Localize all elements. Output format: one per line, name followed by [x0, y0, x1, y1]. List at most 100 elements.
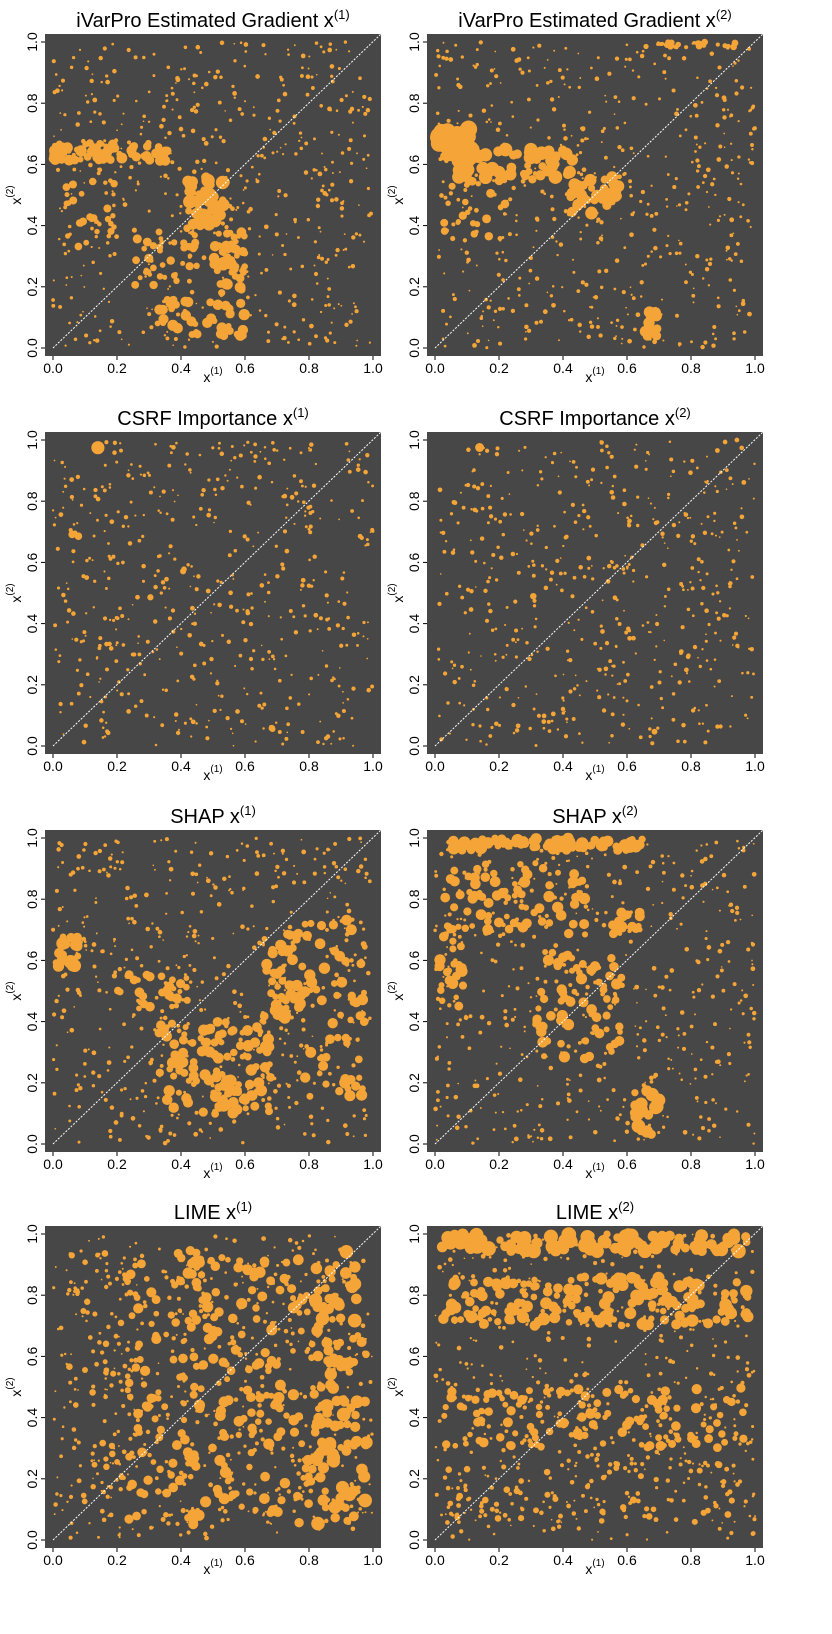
data-point [317, 171, 323, 177]
data-point [588, 184, 596, 192]
data-point [514, 641, 517, 644]
data-point [190, 1347, 195, 1353]
data-point [125, 885, 130, 891]
data-point [214, 128, 218, 132]
data-point [514, 628, 519, 633]
data-point [309, 1389, 319, 1399]
data-point [593, 641, 598, 646]
data-point [530, 908, 538, 917]
data-point [578, 565, 583, 570]
data-point [342, 601, 347, 606]
x-tick-label: 0.4 [553, 360, 573, 376]
data-point [564, 46, 568, 50]
data-point [518, 67, 522, 71]
data-point [494, 74, 499, 79]
data-point [533, 625, 537, 629]
data-point [68, 1104, 71, 1108]
data-point [114, 1276, 119, 1281]
data-point [702, 900, 705, 903]
data-point [243, 638, 248, 643]
data-point [568, 983, 573, 987]
data-point [668, 988, 672, 992]
data-point [582, 1013, 585, 1017]
y-tick-label: 0.4 [24, 1012, 40, 1032]
data-point [79, 1249, 83, 1253]
data-point [596, 241, 600, 245]
data-point [662, 70, 667, 75]
data-point [298, 1440, 306, 1448]
data-point [159, 123, 164, 129]
data-point [610, 712, 615, 717]
data-point [516, 570, 521, 575]
data-point [573, 1049, 578, 1053]
data-point [444, 591, 449, 596]
data-point [529, 531, 534, 536]
data-point [241, 1275, 244, 1278]
data-point [129, 165, 134, 170]
data-point [198, 506, 203, 511]
data-point [197, 1035, 205, 1042]
data-point [515, 233, 518, 237]
data-point [751, 963, 754, 966]
data-point [233, 1282, 238, 1287]
data-point [143, 1094, 148, 1099]
data-point [235, 330, 246, 341]
data-point [313, 612, 319, 618]
data-point [578, 876, 587, 885]
data-point [159, 239, 165, 245]
data-point [312, 1350, 324, 1362]
data-point [68, 1494, 74, 1499]
data-point [103, 843, 108, 847]
data-point [100, 949, 105, 954]
data-point [456, 917, 459, 921]
data-point [181, 1093, 192, 1104]
data-point [256, 1287, 259, 1290]
data-point [458, 211, 467, 220]
data-point [190, 719, 196, 725]
data-point [712, 177, 716, 181]
data-point [753, 1132, 756, 1135]
data-point [626, 673, 628, 676]
data-point [280, 637, 284, 641]
data-point [239, 1053, 246, 1060]
data-point [347, 50, 351, 53]
data-point [230, 445, 234, 448]
data-point [163, 334, 167, 337]
data-point [518, 903, 526, 910]
data-point [333, 341, 337, 345]
data-point [481, 108, 487, 113]
data-point [724, 468, 729, 473]
data-point [450, 550, 456, 555]
data-point [641, 49, 645, 53]
data-point [325, 910, 329, 914]
data-point [84, 65, 89, 71]
data-point [212, 299, 224, 311]
data-point [60, 973, 66, 979]
data-point [177, 989, 183, 994]
data-point [557, 863, 561, 867]
x-axis-label-superscript: (1) [592, 764, 604, 775]
data-point [245, 692, 249, 696]
data-point [269, 841, 273, 846]
y-axis-label-text: x [8, 596, 24, 603]
data-point [312, 579, 315, 582]
data-point [190, 565, 193, 568]
data-point [635, 523, 640, 528]
data-point [282, 1004, 290, 1012]
data-point [613, 1003, 617, 1006]
data-point [287, 1318, 292, 1322]
data-point [539, 1128, 545, 1133]
data-point [694, 1095, 699, 1100]
data-point [201, 86, 204, 90]
data-point [55, 546, 60, 551]
data-point [76, 522, 79, 525]
data-point [622, 172, 626, 177]
data-point [463, 1015, 469, 1021]
data-point [123, 1086, 127, 1091]
data-point [609, 489, 615, 495]
data-point [520, 70, 525, 75]
data-point [707, 1117, 712, 1121]
data-point [493, 652, 497, 656]
data-point [482, 561, 486, 565]
data-point [617, 512, 620, 515]
